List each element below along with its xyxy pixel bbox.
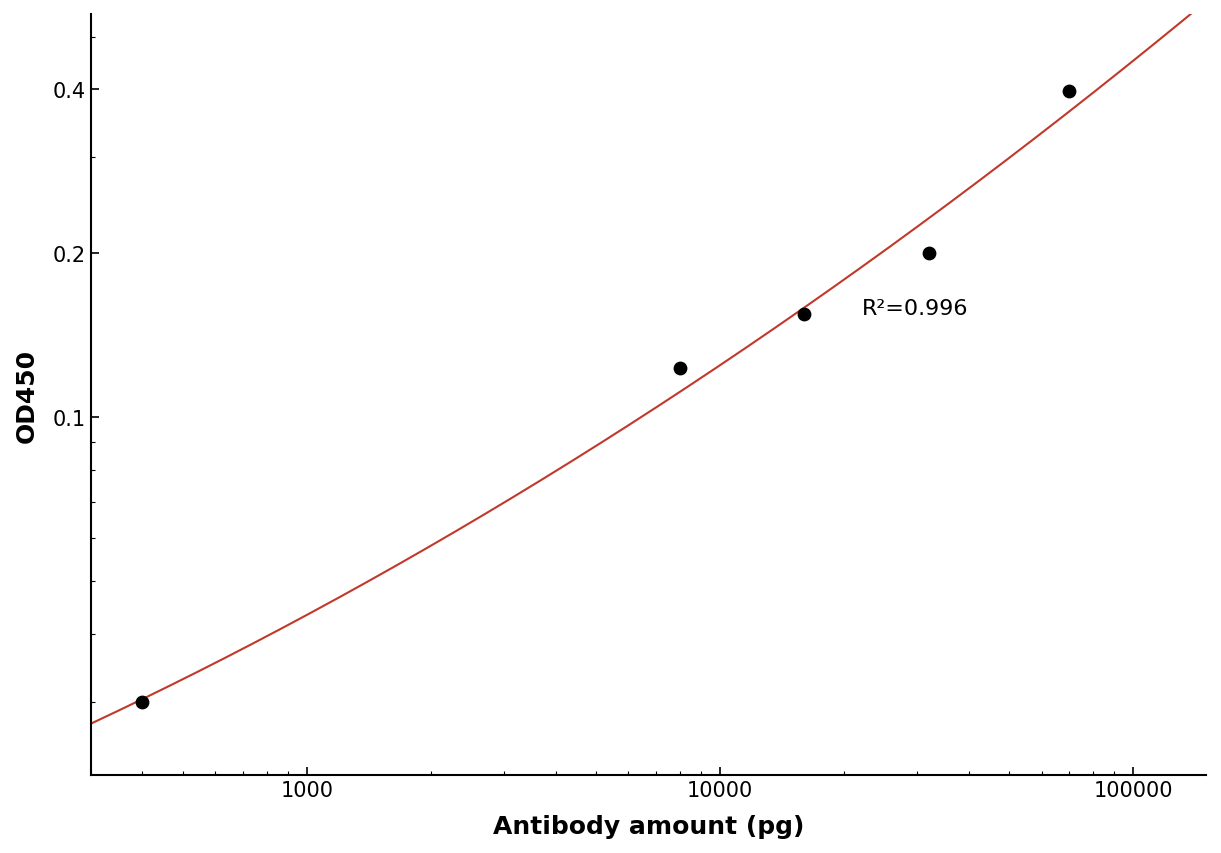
Point — [795, 307, 814, 321]
X-axis label: Antibody amount (pg): Antibody amount (pg) — [493, 814, 805, 838]
Point — [670, 362, 690, 375]
Y-axis label: OD450: OD450 — [15, 348, 39, 442]
Point — [919, 247, 939, 261]
Point — [1060, 85, 1079, 99]
Point — [133, 695, 153, 709]
Text: R²=0.996: R²=0.996 — [862, 299, 968, 318]
